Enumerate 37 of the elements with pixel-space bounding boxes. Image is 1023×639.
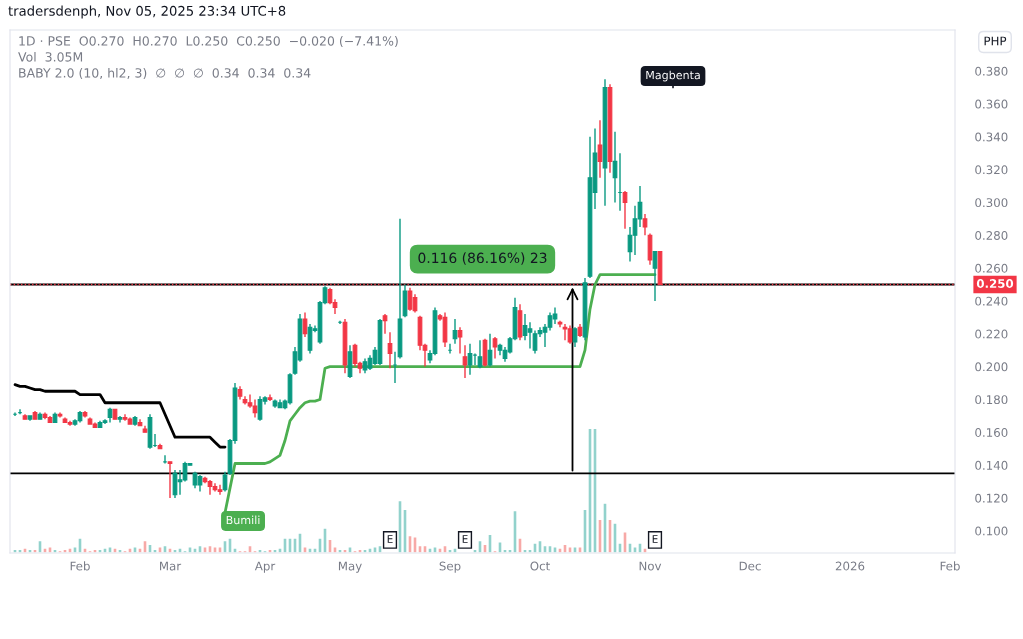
y-tick-label: 0.380 [975,66,1008,76]
y-tick-label: 0.160 [975,428,1008,437]
x-tick-label: Nov [639,561,662,571]
annotation: Vol 3.05M [18,51,83,62]
y-tick-label: 0.340 [975,132,1008,142]
annotation: 0.116 (86.16%) 23 [418,252,547,265]
y-tick-label: 0.140 [975,460,1008,470]
y-tick-label: 0.320 [975,165,1008,175]
chart-title: tradersdenph, Nov 05, 2025 23:34 UTC+8 [8,5,286,19]
y-tick-label: 0.300 [975,198,1008,208]
y-tick-label: 0.200 [975,362,1008,372]
x-tick-label: Mar [160,561,182,571]
x-tick-label: Apr [254,561,276,573]
text: PHP [984,36,1007,46]
x-tick-label: Feb [940,561,960,571]
y-tick-label: 0.180 [975,395,1008,405]
annotation: 1D · PSE O0.270 H0.270 L0.250 C0.250 −0.020 (−7.41%) [19,35,398,48]
annotation: Bumili [226,515,260,525]
x-tick-label: Feb [70,561,90,571]
y-tick-label: 0.240 [975,296,1008,306]
y-tick-label: 0.120 [975,493,1008,503]
annotation: Magbenta [646,70,700,82]
x-tick-label: May [338,561,362,573]
x-tick-label: Dec [739,561,761,571]
y-tick-label: 0.260 [975,263,1008,273]
ref-line-label: 0.250 [976,279,1014,288]
y-tick-label: 0.220 [975,329,1008,339]
annotation: E [462,535,468,543]
y-tick-label: 0.100 [975,526,1008,536]
annotation: E [387,535,393,543]
annotation: E [652,535,658,543]
annotation: BABY 2.0 (10, hl2, 3) ∅ ∅ ∅ 0.34 0.34 0.34 [19,67,311,80]
x-tick-label: 2026 [835,561,865,571]
y-tick-label: 0.280 [975,230,1008,240]
x-tick-label: Oct [530,561,550,571]
y-tick-label: 0.360 [975,99,1008,109]
x-tick-label: Sep [439,561,461,573]
